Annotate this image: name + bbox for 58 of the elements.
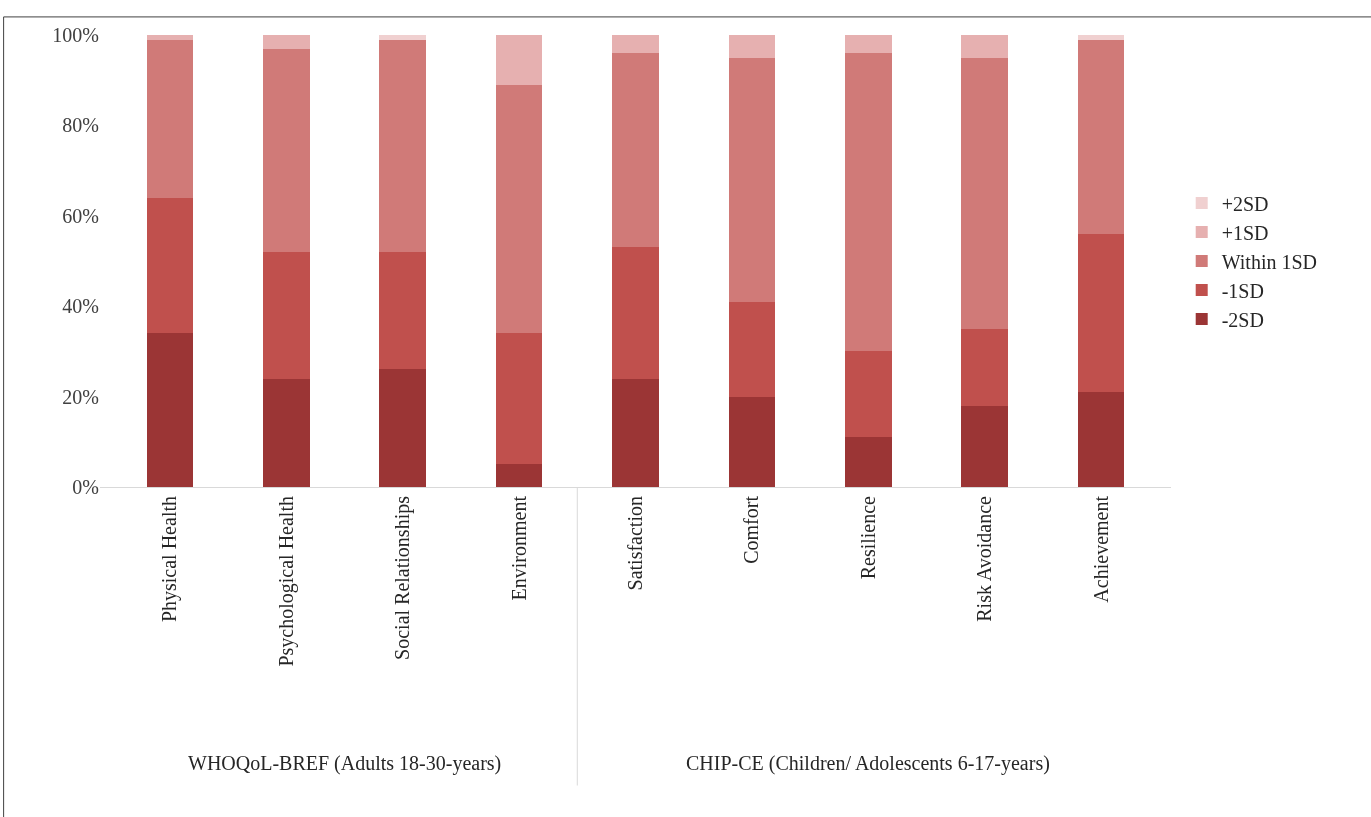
- x-tick-label: Environment: [507, 495, 530, 601]
- legend-label: -2SD: [1221, 308, 1264, 331]
- bar: [961, 35, 1009, 58]
- legend-label: +2SD: [1221, 192, 1269, 215]
- bar: [845, 437, 892, 487]
- x-tick-label: Social Relationships: [391, 495, 415, 660]
- legend-label: Within 1SD: [1221, 250, 1318, 273]
- bar: [146, 197, 194, 334]
- bar: [612, 247, 659, 379]
- bar: [262, 251, 310, 379]
- bar: [728, 57, 776, 302]
- x-tick-label: Achievement: [1089, 495, 1112, 603]
- bar: [146, 35, 194, 40]
- bar: [146, 333, 194, 487]
- x-tick-label: Comfort: [740, 495, 763, 564]
- bar: [845, 53, 892, 352]
- bar: [612, 35, 659, 54]
- bar: [961, 57, 1009, 329]
- bar: [845, 35, 892, 54]
- bar: [728, 301, 776, 397]
- legend-label: +1SD: [1221, 221, 1269, 244]
- bar: [961, 405, 1009, 487]
- bar: [495, 84, 543, 334]
- bar: [612, 53, 659, 248]
- bar: [1077, 392, 1125, 487]
- bar: [612, 378, 659, 487]
- bar: [495, 333, 543, 465]
- y-tick-label: 20%: [62, 385, 99, 408]
- bar: [379, 369, 426, 487]
- x-tick-label: Satisfaction: [624, 496, 646, 591]
- y-tick-label: 0%: [72, 476, 99, 498]
- bar: [495, 35, 543, 85]
- x-tick-label: Risk Avoidance: [973, 495, 996, 622]
- bar: [495, 464, 543, 487]
- bar: [845, 351, 892, 438]
- bar: [146, 39, 194, 198]
- bar: [961, 328, 1009, 406]
- bar: [379, 35, 426, 40]
- text: CHIP-CE (Children/ Adolescents 6-17-years): [686, 752, 1050, 775]
- x-tick-label: Physical Health: [158, 496, 182, 623]
- y-tick-label: 80%: [62, 114, 99, 137]
- legend-label: -1SD: [1221, 279, 1264, 302]
- bar: [262, 35, 310, 49]
- bar: [1077, 233, 1125, 393]
- bar: [379, 39, 426, 252]
- bar: [1077, 35, 1125, 40]
- bar: [262, 48, 310, 252]
- y-tick-label: 40%: [62, 295, 99, 318]
- bar: [1077, 39, 1125, 234]
- bar: [728, 35, 776, 58]
- bar: [728, 396, 776, 487]
- x-tick-label: Psychological Health: [274, 496, 298, 667]
- y-tick-label: 60%: [62, 204, 99, 227]
- text: WHOQoL-BREF (Adults 18-30-years): [188, 752, 502, 775]
- bar: [379, 251, 426, 370]
- x-tick-label: Resilience: [856, 495, 879, 580]
- bar: [262, 378, 310, 487]
- y-tick-label: 100%: [52, 24, 99, 46]
